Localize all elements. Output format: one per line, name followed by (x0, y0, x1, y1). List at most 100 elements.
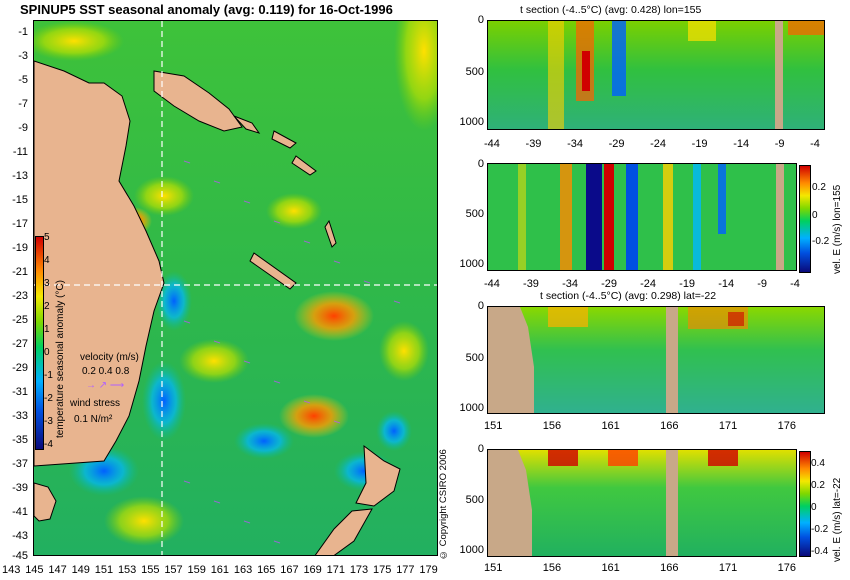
s3-y-tick: 0 (477, 300, 484, 312)
lon-tick: 169 (303, 564, 322, 576)
lat-tick: -21 (12, 266, 28, 278)
wind-legend-value: 0.1 N/m² (74, 414, 113, 425)
s4-x-tick: 171 (718, 562, 738, 574)
section2-colorbar (799, 165, 811, 273)
lat-tick: -19 (12, 242, 28, 254)
s2-y-tick: 500 (465, 208, 484, 220)
s1-x-tick: -19 (691, 138, 708, 150)
velocity-arrows-icon: → ↗ ⟶ (86, 380, 125, 391)
colorbar-tick: 4 (44, 255, 50, 266)
section4-panel[interactable] (487, 449, 797, 557)
s1-x-tick: -24 (650, 138, 667, 150)
colorbar-tick: 3 (44, 278, 50, 289)
section3-title: t section (-4..5°C) (avg: 0.298) lat=-22 (540, 290, 717, 302)
s2-y-tick: 0 (477, 158, 484, 170)
colorbar-tick: 2 (44, 301, 50, 312)
s4-cb-tick: 0.2 (811, 480, 825, 491)
lat-tick: -45 (12, 550, 28, 562)
s2-x-tick: -19 (679, 278, 696, 290)
s4-y-tick: 0 (477, 443, 484, 455)
lon-tick: 145 (25, 564, 44, 576)
s2-x-tick: -14 (718, 278, 735, 290)
s4-cb-tick: 0 (811, 502, 817, 513)
s2-x-tick: -4 (790, 278, 800, 290)
s4-x-axis: 151 156 161 166 171 176 (484, 562, 796, 574)
section2-side-label: vel. E (m/s) lon=155 (832, 184, 843, 274)
map-colorbar (35, 236, 44, 450)
lon-tick: 171 (326, 564, 345, 576)
lat-tick: -29 (12, 362, 28, 374)
lat-tick: -7 (18, 98, 28, 110)
lat-tick: -13 (12, 170, 28, 182)
lat-tick: -23 (12, 290, 28, 302)
s4-x-tick: 161 (601, 562, 620, 574)
s3-x-tick: 176 (777, 420, 796, 432)
s2-cb-ticks: 0.2 0 -0.2 (812, 162, 829, 272)
s4-x-tick: 176 (777, 562, 796, 574)
colorbar-tick: 1 (44, 324, 50, 335)
lat-tick: -25 (12, 314, 28, 326)
copyright-text: © Copyright CSIRO 2006 (438, 449, 449, 560)
lat-tick: -5 (18, 74, 28, 86)
sst-anomaly-map[interactable] (33, 20, 438, 556)
lat-tick: -39 (12, 482, 28, 494)
s4-x-tick: 166 (660, 562, 679, 574)
s1-x-tick: -29 (608, 138, 625, 150)
s2-x-tick: -34 (562, 278, 578, 290)
lat-tick: -3 (18, 50, 28, 62)
lon-tick: 177 (396, 564, 415, 576)
s2-cb-tick: 0 (812, 210, 818, 221)
lon-tick: 157 (164, 564, 183, 576)
s4-cb-tick: -0.4 (811, 546, 829, 557)
lat-tick: -37 (12, 458, 28, 470)
lat-tick: -35 (12, 434, 28, 446)
lon-tick: 163 (233, 564, 253, 576)
s4-cb-tick: -0.2 (811, 524, 829, 535)
s4-y-tick: 1000 (459, 544, 484, 556)
s4-cb-tick: 0.4 (811, 458, 825, 469)
lat-tick: -43 (12, 530, 28, 542)
s1-x-tick: -9 (774, 138, 785, 150)
section2-panel[interactable] (487, 163, 797, 271)
s1-y-tick: 500 (465, 66, 484, 78)
s3-y-tick: 500 (465, 352, 484, 364)
lat-tick: -15 (12, 194, 28, 206)
lon-tick: 151 (94, 564, 114, 576)
velocity-legend-values: 0.2 0.4 0.8 (82, 366, 130, 377)
velocity-legend-label: velocity (m/s) (80, 352, 139, 363)
map-title: SPINUP5 SST seasonal anomaly (avg: 0.119… (20, 2, 393, 17)
lon-tick: 179 (419, 564, 438, 576)
s4-cb-ticks: 0.4 0.2 0 -0.2 -0.4 (811, 450, 829, 560)
s3-x-axis: 151 156 161 166 171 176 (484, 420, 796, 432)
colorbar-tick: -3 (44, 416, 53, 427)
colorbar-tick: -1 (44, 370, 53, 381)
s1-x-tick: -39 (525, 138, 542, 150)
lon-tick: 159 (187, 564, 206, 576)
lon-tick: 143 (2, 564, 21, 576)
s1-y-tick: 0 (477, 14, 484, 26)
s2-cb-tick: -0.2 (812, 236, 830, 247)
lat-tick: -33 (12, 410, 28, 422)
s3-y-tick: 1000 (459, 402, 484, 414)
section3-panel[interactable] (487, 306, 825, 414)
colorbar-tick: 5 (44, 232, 50, 243)
s3-x-tick: 156 (542, 420, 562, 432)
lat-tick: -17 (12, 218, 28, 230)
section4-side-label: vel. E (m/s) lat=-22 (832, 477, 843, 562)
s3-x-tick: 171 (718, 420, 738, 432)
lon-tick: 153 (117, 564, 137, 576)
colorbar-tick: -2 (44, 393, 53, 404)
lon-tick: 165 (257, 564, 276, 576)
s2-y-tick: 1000 (459, 258, 484, 270)
s1-y-tick: 1000 (459, 116, 484, 128)
lon-tick: 173 (349, 564, 369, 576)
s2-x-tick: -44 (484, 278, 500, 290)
lon-tick: 175 (373, 564, 392, 576)
s4-x-tick: 151 (484, 562, 503, 574)
s4-x-tick: 156 (542, 562, 562, 574)
lon-tick: 147 (48, 564, 67, 576)
s2-x-tick: -24 (640, 278, 657, 290)
section1-panel[interactable] (487, 20, 825, 130)
s1-x-tick: -4 (810, 138, 820, 150)
lat-tick: -41 (12, 506, 28, 518)
